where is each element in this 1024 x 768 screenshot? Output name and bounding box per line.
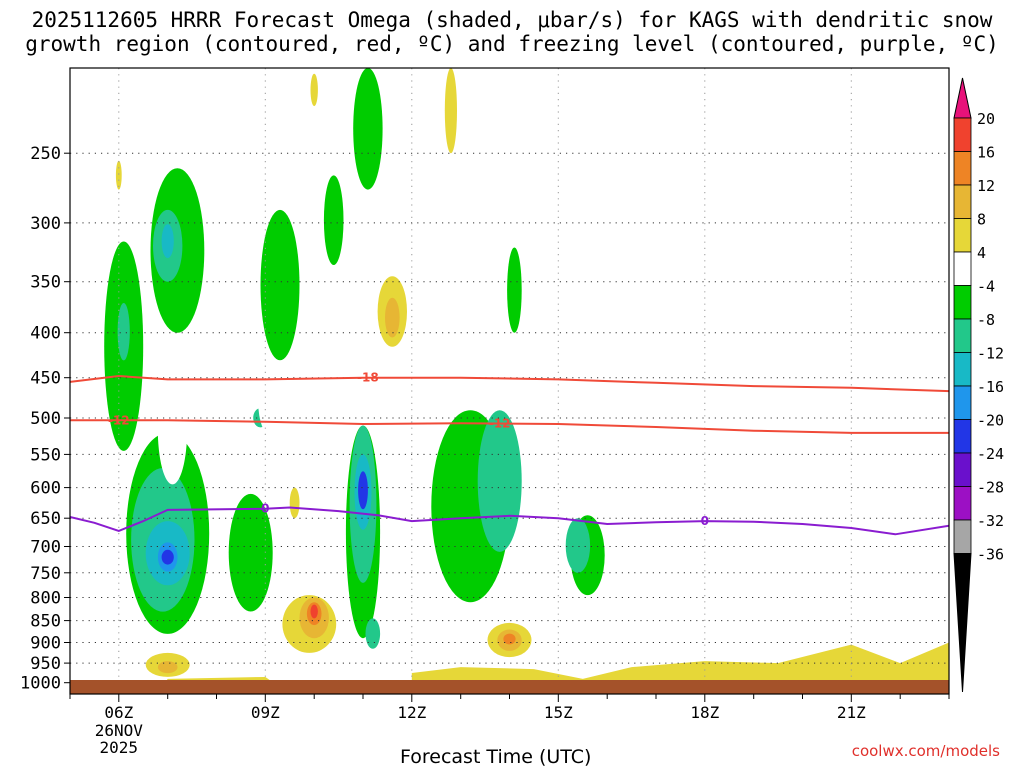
ground-fill [70, 680, 949, 694]
colorbar-label-1: 16 [977, 144, 995, 162]
colorbar-label-12: -32 [977, 512, 1004, 530]
colorbar-bin-9 [953, 385, 972, 420]
ytick-label-700: 700 [30, 538, 61, 558]
ytick-label-650: 650 [30, 509, 61, 529]
temperature-contours: -18 -12 -12 0 0 [70, 371, 949, 536]
omega-region-41 [310, 604, 318, 619]
colorbar-bin-10 [953, 419, 972, 454]
colorbar-bottom-arrow [953, 553, 972, 693]
isotherm-label-2-0: 0 [261, 502, 269, 516]
ytick-label-900: 900 [30, 634, 61, 654]
ytick-label-1000: 1000 [20, 674, 61, 694]
omega-region-3 [161, 224, 174, 259]
chart-title-line1: 2025112605 HRRR Forecast Omega (shaded, … [31, 8, 993, 32]
isotherm-line-1 [70, 419, 949, 434]
isotherm-label-0-0: -18 [357, 371, 379, 385]
colorbar: 20 16 12 8 4 -4 -8 -12 -16 -20 -24 -28 -32 -36 [953, 77, 1004, 693]
ytick-label-800: 800 [30, 589, 61, 609]
omega-region-21 [477, 410, 522, 552]
date-label-1: 2025 [100, 738, 139, 757]
colorbar-label-4: 4 [977, 244, 986, 262]
omega-region-22 [507, 247, 522, 333]
colorbar-top-arrow [953, 77, 972, 119]
colorbar-label-10: -24 [977, 445, 1004, 463]
colorbar-bin-1 [953, 117, 972, 152]
y-axis: 2503003504004505005506006507007508008509… [20, 144, 70, 694]
ytick-label-600: 600 [30, 479, 61, 499]
ytick-label-750: 750 [30, 564, 61, 584]
omega-region-19 [365, 618, 381, 649]
colorbar-label-3: 8 [977, 211, 986, 229]
colorbar-label-9: -20 [977, 412, 1004, 430]
ytick-label-550: 550 [30, 445, 61, 465]
omega-region-44 [503, 633, 516, 645]
colorbar-label-0: 20 [977, 110, 995, 128]
gridlines [70, 68, 949, 694]
omega-region-34 [444, 68, 457, 154]
credit-text: coolwx.com/models [851, 742, 1000, 760]
colorbar-bin-6 [953, 285, 972, 320]
colorbar-bin-12 [953, 486, 972, 521]
colorbar-label-11: -28 [977, 479, 1004, 497]
colorbar-bin-11 [953, 452, 972, 487]
xtick-label-18: 18Z [690, 703, 719, 722]
plot-frame [69, 67, 950, 695]
colorbar-label-5: -4 [977, 278, 995, 296]
ytick-label-450: 450 [30, 369, 61, 389]
omega-region-18 [358, 471, 368, 510]
x-axis-title: Forecast Time (UTC) [400, 746, 592, 768]
ytick-label-300: 300 [30, 214, 61, 234]
ground-strip [70, 680, 949, 694]
omega-region-14 [323, 175, 344, 265]
isotherm-label-1-0: -12 [108, 413, 130, 427]
xtick-label-12: 12Z [397, 703, 426, 722]
xtick-label-21: 21Z [837, 703, 866, 722]
omega-region-35 [289, 487, 300, 519]
omega-region-27 [258, 360, 293, 441]
ytick-label-850: 850 [30, 612, 61, 632]
omega-region-25 [510, 539, 519, 569]
xtick-label-6: 06Z [104, 703, 133, 722]
isotherm-label-2-1: 0 [701, 514, 709, 528]
chart-title-line2: growth region (contoured, red, ºC) and f… [25, 32, 999, 56]
omega-region-11 [260, 209, 300, 361]
colorbar-label-13: -36 [977, 546, 1004, 564]
ytick-label-350: 350 [30, 273, 61, 293]
ytick-label-500: 500 [30, 409, 61, 429]
colorbar-label-6: -8 [977, 311, 995, 329]
omega-region-31 [310, 73, 318, 107]
colorbar-bin-4 [953, 218, 972, 253]
xtick-label-9: 09Z [251, 703, 280, 722]
omega-region-13 [353, 68, 383, 190]
colorbar-bin-13 [953, 519, 972, 554]
colorbar-bin-2 [953, 151, 972, 186]
omega-region-9 [161, 549, 174, 565]
omega-shading [104, 68, 949, 694]
colorbar-bin-5 [953, 251, 972, 286]
colorbar-bin-8 [953, 352, 972, 387]
omega-region-30 [115, 160, 122, 190]
omega-region-37 [157, 661, 178, 674]
omega-region-28 [310, 535, 328, 578]
colorbar-label-7: -12 [977, 345, 1004, 363]
isotherm-label-1-1: -12 [489, 417, 511, 431]
colorbar-label-2: 12 [977, 177, 995, 195]
omega-region-24 [565, 518, 591, 573]
date-label-0: 26NOV [95, 721, 144, 740]
ytick-label-950: 950 [30, 654, 61, 674]
ytick-label-400: 400 [30, 324, 61, 344]
omega-region-26 [157, 373, 188, 485]
isotherm-line-0 [70, 374, 949, 393]
colorbar-bin-7 [953, 318, 972, 353]
omega-region-10 [228, 493, 273, 612]
isotherm-line-2 [70, 506, 949, 536]
colorbar-label-8: -16 [977, 378, 1004, 396]
omega-region-4 [117, 303, 130, 361]
omega-region-33 [385, 297, 400, 338]
xtick-label-15: 15Z [544, 703, 573, 722]
colorbar-bin-3 [953, 184, 972, 219]
ytick-label-250: 250 [30, 144, 61, 164]
